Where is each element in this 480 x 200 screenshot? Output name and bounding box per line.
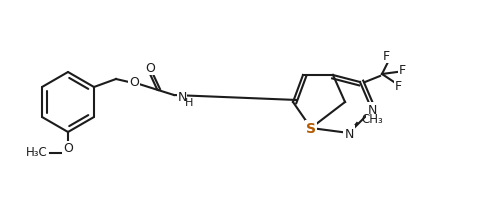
Text: F: F <box>394 80 401 93</box>
Text: N: N <box>177 91 186 104</box>
Text: F: F <box>382 50 389 63</box>
Text: CH₃: CH₃ <box>360 113 382 126</box>
Text: S: S <box>305 121 315 135</box>
Text: O: O <box>145 62 155 75</box>
Text: H₃C: H₃C <box>26 146 48 159</box>
Text: O: O <box>129 76 139 89</box>
Text: F: F <box>397 63 405 76</box>
Text: H: H <box>184 98 193 107</box>
Text: O: O <box>63 142 73 155</box>
Text: N: N <box>367 104 376 117</box>
Text: N: N <box>344 127 353 140</box>
